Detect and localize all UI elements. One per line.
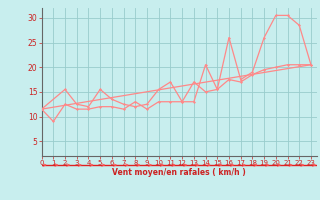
X-axis label: Vent moyen/en rafales ( km/h ): Vent moyen/en rafales ( km/h ) — [112, 168, 246, 177]
